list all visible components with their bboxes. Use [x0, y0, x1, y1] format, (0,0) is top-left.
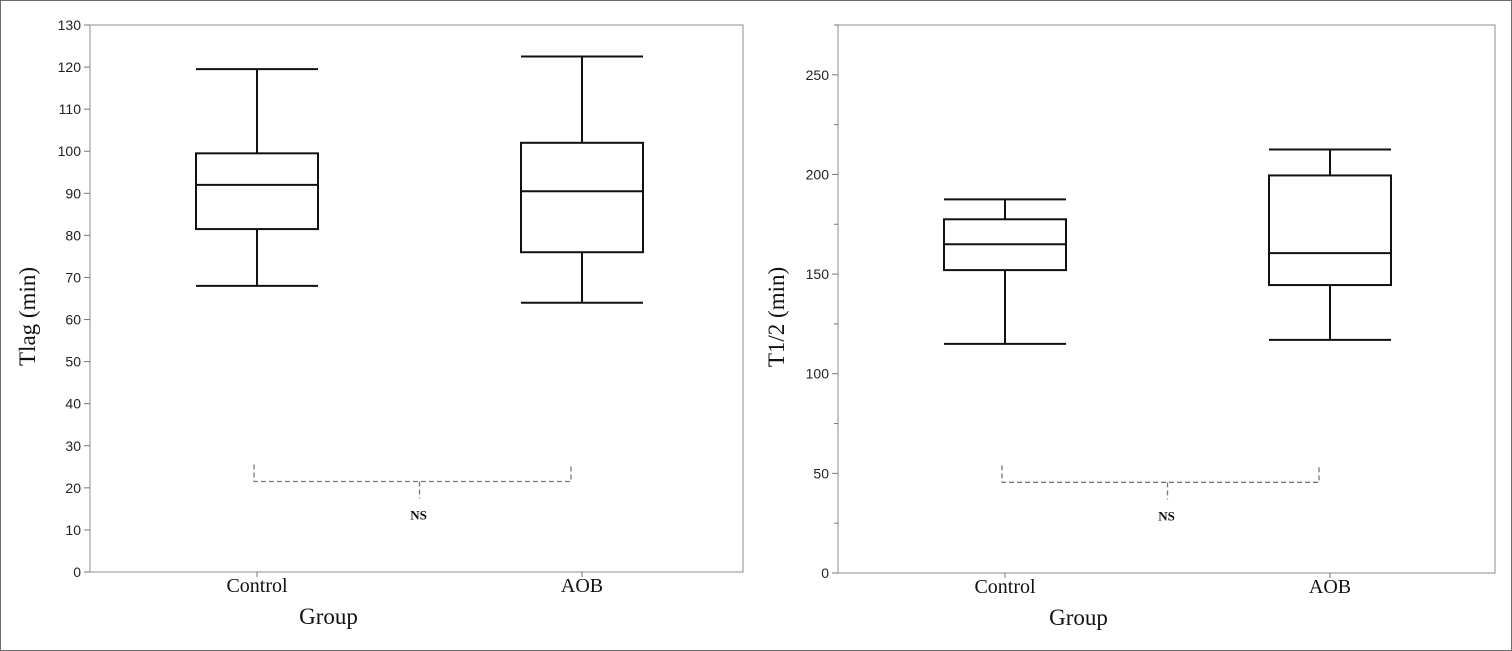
y-tick-label: 120 [58, 59, 82, 75]
y-tick-label: 40 [65, 396, 81, 412]
box-control [195, 68, 319, 287]
y-tick-label: 70 [65, 269, 81, 285]
y-tick-label: 100 [806, 366, 830, 382]
y-tick-label: 10 [65, 522, 81, 538]
y-tick-label: 130 [58, 17, 82, 33]
y-tick-label: 250 [806, 67, 830, 83]
y-tick-label: 150 [806, 266, 830, 282]
y-tick-label: 50 [813, 465, 829, 481]
x-tick-label: Control [226, 575, 288, 597]
iqr-box [1268, 174, 1392, 287]
y-tick-label: 30 [65, 438, 81, 454]
y-tick-label: 60 [65, 312, 81, 328]
y-tick-label: 90 [65, 185, 81, 201]
significance-bracket [253, 464, 572, 483]
x-axis-title: Group [1049, 605, 1108, 630]
significance-label: NS [410, 508, 427, 523]
y-tick-label: 0 [821, 565, 829, 581]
y-axis-title: Tlag (min) [15, 267, 40, 366]
y-tick-label: 110 [59, 101, 82, 117]
y-tick-label: 20 [65, 480, 81, 496]
box-aob [1268, 148, 1392, 341]
chart-panel-2: 0 50 100 150 200 250 Control AOB Group T1/2 (min)… [764, 24, 1496, 630]
significance-bracket [1001, 465, 1320, 483]
x-tick-label: AOB [561, 575, 603, 597]
box-control [943, 198, 1067, 345]
y-axis-title: T1/2 (min) [764, 267, 789, 367]
y-tick-label: 100 [58, 143, 82, 159]
box-aob [520, 55, 644, 304]
x-axis-title: Group [299, 604, 358, 629]
y-tick-label: 80 [65, 227, 81, 243]
x-tick-label: AOB [1309, 576, 1351, 598]
x-tick-label: Control [974, 576, 1036, 598]
iqr-box [195, 152, 319, 231]
y-tick-label: 200 [806, 166, 830, 182]
y-tick-label: 0 [73, 564, 81, 580]
iqr-box [520, 141, 644, 254]
y-tick-label: 50 [65, 354, 81, 370]
significance-label: NS [1158, 508, 1175, 523]
plot-area [837, 24, 1496, 574]
chart-panel-1: 0 10 20 30 40 50 60 70 80 90 100 110 120 130 Control AO… [15, 17, 744, 629]
plot-area [89, 24, 744, 573]
